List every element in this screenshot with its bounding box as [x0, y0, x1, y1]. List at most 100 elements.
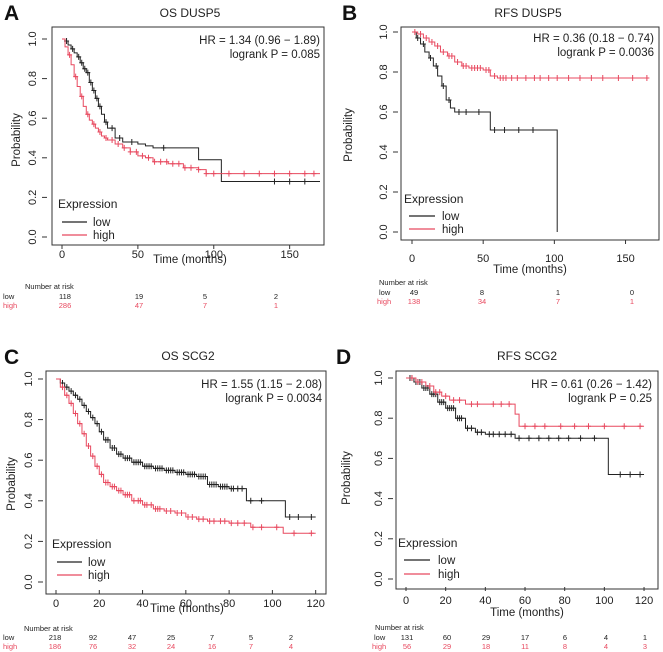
censor-mark-low	[502, 431, 508, 438]
censor-mark-low	[117, 135, 123, 141]
legend-label-low: low	[88, 557, 106, 569]
y-tick-label: 0.8	[373, 411, 385, 426]
censor-mark-high	[437, 389, 443, 396]
y-axis-label: Probability	[6, 457, 18, 511]
survival-curve-low	[412, 31, 558, 232]
censor-mark-low	[428, 55, 434, 61]
censor-mark-low	[516, 127, 522, 133]
risk-row-label-low: low	[379, 288, 391, 297]
censor-mark-high	[492, 73, 498, 79]
survival-curve-high	[406, 377, 645, 427]
hazard-ratio: HR = 1.55 (1.15 − 2.08)	[201, 379, 322, 391]
censor-mark-high	[486, 67, 492, 73]
censor-mark-low	[420, 41, 426, 47]
censor-mark-high	[228, 520, 234, 527]
legend-label-high: high	[442, 224, 464, 236]
panel-letter: C	[4, 346, 19, 369]
censor-mark-high	[241, 170, 247, 177]
censor-mark-low	[202, 473, 208, 480]
y-tick-label: 0.6	[378, 104, 390, 119]
logrank-p: logrank P = 0.0034	[225, 393, 322, 405]
censor-mark-low	[441, 399, 447, 406]
plot-frame	[51, 26, 325, 246]
censor-mark-high	[144, 501, 150, 508]
y-tick-label: 1.0	[23, 371, 35, 386]
censor-mark-low	[446, 97, 452, 103]
risk-cell: 138	[408, 297, 421, 306]
y-tick-label: 0.2	[373, 531, 385, 546]
risk-cell: 5	[249, 633, 253, 642]
censor-mark-high	[226, 170, 232, 177]
risk-cell: 56	[403, 642, 411, 651]
censor-mark-low	[308, 514, 314, 521]
km-chart-c: C OS SCG2 0.0 0.2 0.4 0.6 0.8 1.0 0 20 4…	[3, 346, 327, 651]
legend-label-high: high	[438, 569, 460, 581]
censor-mark-high	[271, 170, 277, 177]
x-tick-label: 120	[306, 598, 324, 610]
x-tick-label: 150	[280, 249, 298, 261]
chart-title: RFS DUSP5	[494, 6, 562, 20]
censor-mark-low	[508, 431, 514, 438]
censor-mark-high	[164, 158, 170, 165]
censor-mark-high	[72, 410, 78, 417]
censor-mark-low	[161, 144, 167, 151]
censor-mark-high	[127, 148, 133, 155]
censor-mark-high	[455, 59, 461, 65]
censor-mark-high	[235, 520, 241, 527]
plot-frame	[395, 370, 659, 590]
censor-mark-low	[536, 435, 542, 442]
y-tick-label: 0.0	[373, 571, 385, 586]
censor-mark-high	[546, 75, 552, 81]
y-tick-label: 0.4	[27, 150, 39, 165]
chart-title: OS DUSP5	[160, 6, 221, 20]
censor-mark-high	[90, 453, 96, 460]
x-tick-label: 80	[559, 595, 571, 607]
censor-mark-high	[291, 530, 297, 537]
y-axis-label: Probability	[341, 451, 353, 505]
censor-mark-high	[509, 75, 515, 81]
x-tick-label: 0	[53, 598, 59, 610]
censor-mark-low	[109, 125, 115, 132]
x-tick-label: 100	[595, 595, 613, 607]
risk-table-header: Number at risk	[375, 623, 424, 632]
censor-mark-high	[158, 158, 164, 165]
x-tick-label: 50	[477, 253, 489, 265]
censor-mark-low	[191, 471, 197, 478]
logrank-p: logrank P = 0.0036	[557, 47, 654, 59]
censor-mark-high	[68, 400, 74, 407]
x-axis-label: Time (months)	[493, 264, 567, 276]
censor-mark-low	[591, 435, 597, 442]
censor-mark-low	[127, 455, 133, 462]
censor-mark-high	[498, 401, 504, 408]
chart-title: RFS SCG2	[497, 349, 557, 363]
censor-mark-low	[490, 431, 496, 438]
y-axis-label: Probability	[343, 108, 355, 162]
risk-table-header: Number at risk	[25, 282, 74, 291]
risk-cell: 1	[274, 301, 278, 310]
censor-mark-low	[259, 497, 265, 504]
censor-mark-high	[440, 49, 446, 55]
censor-mark-high	[308, 530, 314, 537]
censor-mark-high	[451, 397, 457, 404]
censor-mark-high	[203, 170, 209, 177]
risk-cell: 286	[59, 301, 72, 310]
censor-mark-high	[131, 497, 137, 504]
censor-mark-high	[600, 75, 606, 81]
km-panel-c: C OS SCG2 0.0 0.2 0.4 0.6 0.8 1.0 0 20 4…	[0, 326, 331, 652]
censor-mark-low	[502, 127, 508, 133]
logrank-p: logrank P = 0.085	[230, 49, 320, 61]
censor-mark-low	[287, 514, 293, 521]
censor-mark-high	[572, 423, 578, 430]
censor-mark-high	[137, 497, 143, 504]
censor-mark-high	[111, 483, 117, 490]
censor-mark-low	[468, 425, 474, 432]
y-axis-label: Probability	[11, 113, 23, 167]
censor-mark-high	[200, 516, 206, 523]
censor-mark-high	[423, 35, 429, 41]
legend-title: Expression	[58, 197, 117, 211]
censor-mark-high	[457, 397, 463, 404]
censor-mark-low	[271, 178, 277, 185]
risk-cell: 7	[203, 301, 207, 310]
censor-mark-low	[81, 402, 87, 409]
censor-mark-high	[566, 75, 572, 81]
